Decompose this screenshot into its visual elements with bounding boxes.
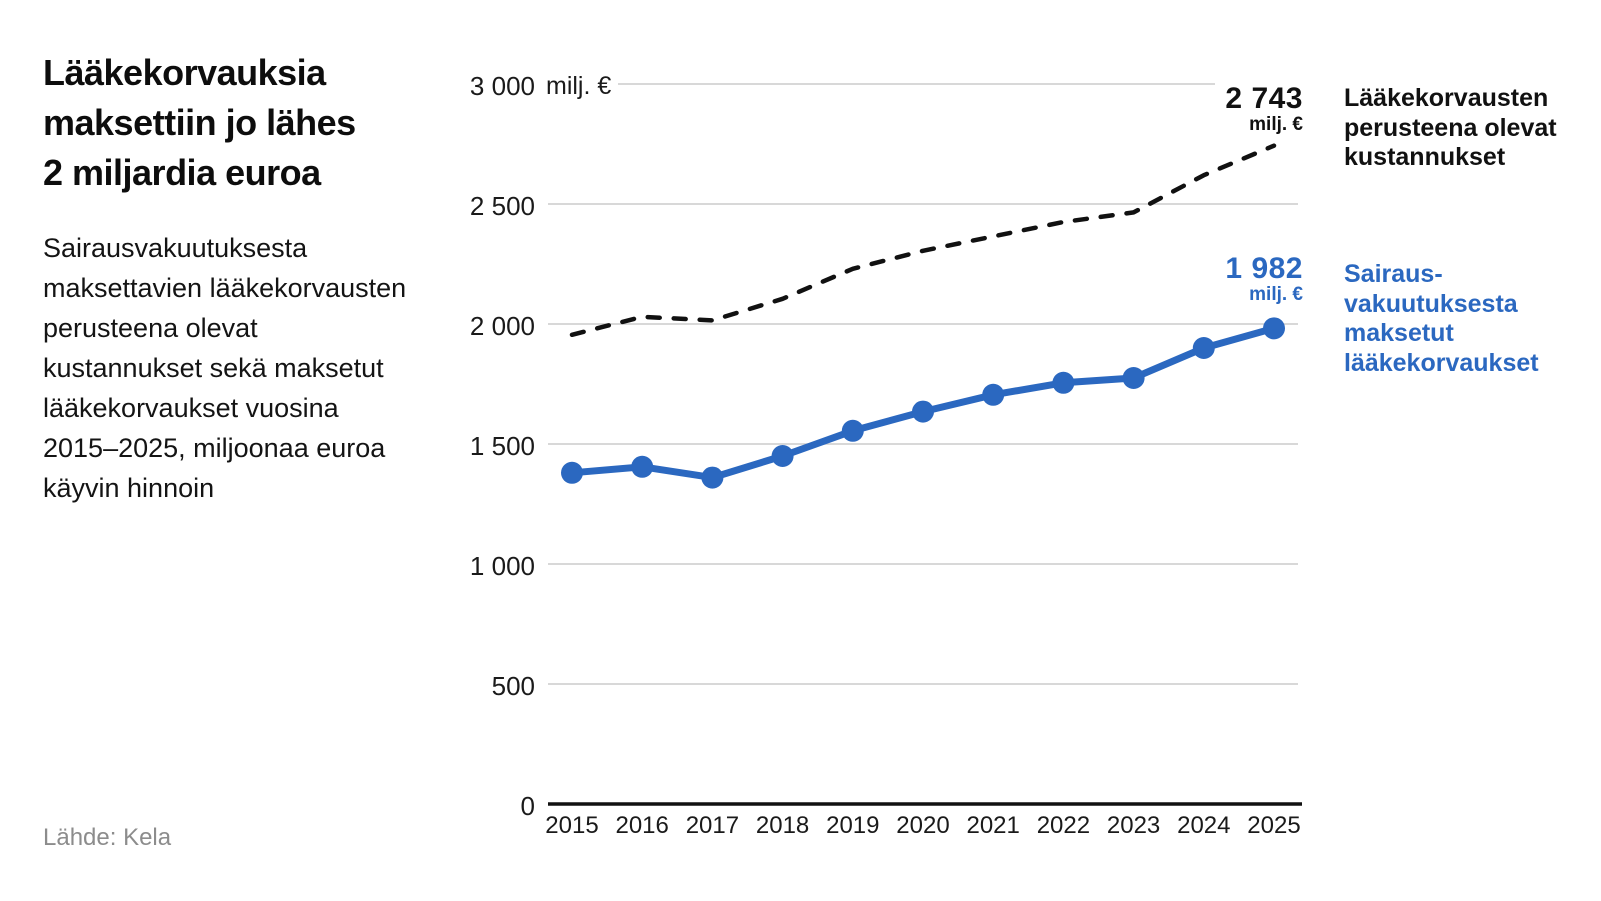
data-point — [912, 400, 934, 423]
data-point — [982, 383, 1005, 406]
data-point — [1192, 337, 1215, 359]
data-point — [771, 445, 794, 467]
source-note: Lähde: Kela — [43, 824, 172, 851]
data-point — [631, 455, 654, 478]
legend-costs-label: Lääkekorvausten perusteena olevat kustan… — [1344, 84, 1557, 171]
y-axis-tick-label: 500 — [491, 671, 535, 701]
y-axis-tick-label: 2 000 — [469, 311, 535, 341]
legend-reimbursements-label: Sairaus- vakuutuksesta maksetut lääkekor… — [1344, 260, 1539, 377]
costs-value-unit: milj. € — [1249, 114, 1303, 135]
reimbursements-value-unit: milj. € — [1249, 284, 1303, 305]
x-axis-tick-label: 2024 — [1177, 812, 1231, 839]
costs-value: 2 743 — [1225, 82, 1303, 115]
reimbursements-value: 1 982 — [1225, 252, 1303, 285]
y-axis-tick-label: 0 — [520, 791, 535, 821]
x-axis-tick-label: 2015 — [545, 812, 599, 839]
gridlines — [548, 83, 1298, 685]
y-axis-tick-label: 2 500 — [469, 191, 535, 221]
y-axis-tick-label: 1 500 — [469, 431, 535, 461]
data-point — [841, 419, 864, 442]
y-axis-unit-label: milj. € — [546, 72, 612, 100]
x-axis-tick-label: 2019 — [826, 812, 880, 839]
data-point — [1263, 317, 1285, 340]
x-axis-tick-label: 2025 — [1247, 812, 1301, 839]
reimbursements-value-annotation: 1 982 milj. € — [1103, 254, 1303, 305]
series-costs-line — [569, 143, 1277, 338]
x-axis-tick-label: 2021 — [966, 812, 1020, 839]
x-axis-tick-label: 2022 — [1036, 812, 1091, 839]
page-title: Lääkekorvauksia maksettiin jo lähes 2 mi… — [43, 52, 356, 193]
x-axis-tick-label: 2023 — [1106, 812, 1161, 839]
chart-subtitle: Sairausvakuutuksesta maksettavien lääkek… — [43, 233, 407, 503]
data-point — [561, 461, 583, 484]
y-axis-tick-label: 1 000 — [469, 551, 535, 581]
data-point — [1122, 367, 1145, 389]
x-axis-tick-label: 2017 — [685, 812, 740, 839]
data-point — [1052, 371, 1075, 394]
x-axis-tick-label: 2020 — [896, 812, 950, 839]
data-points — [561, 317, 1285, 489]
y-axis-tick-label: 3 000 — [469, 71, 535, 101]
x-axis-tick-label: 2016 — [615, 812, 669, 839]
costs-value-annotation: 2 743 milj. € — [1103, 84, 1303, 135]
x-axis-tick-label: 2018 — [755, 812, 810, 839]
data-point — [701, 466, 724, 489]
